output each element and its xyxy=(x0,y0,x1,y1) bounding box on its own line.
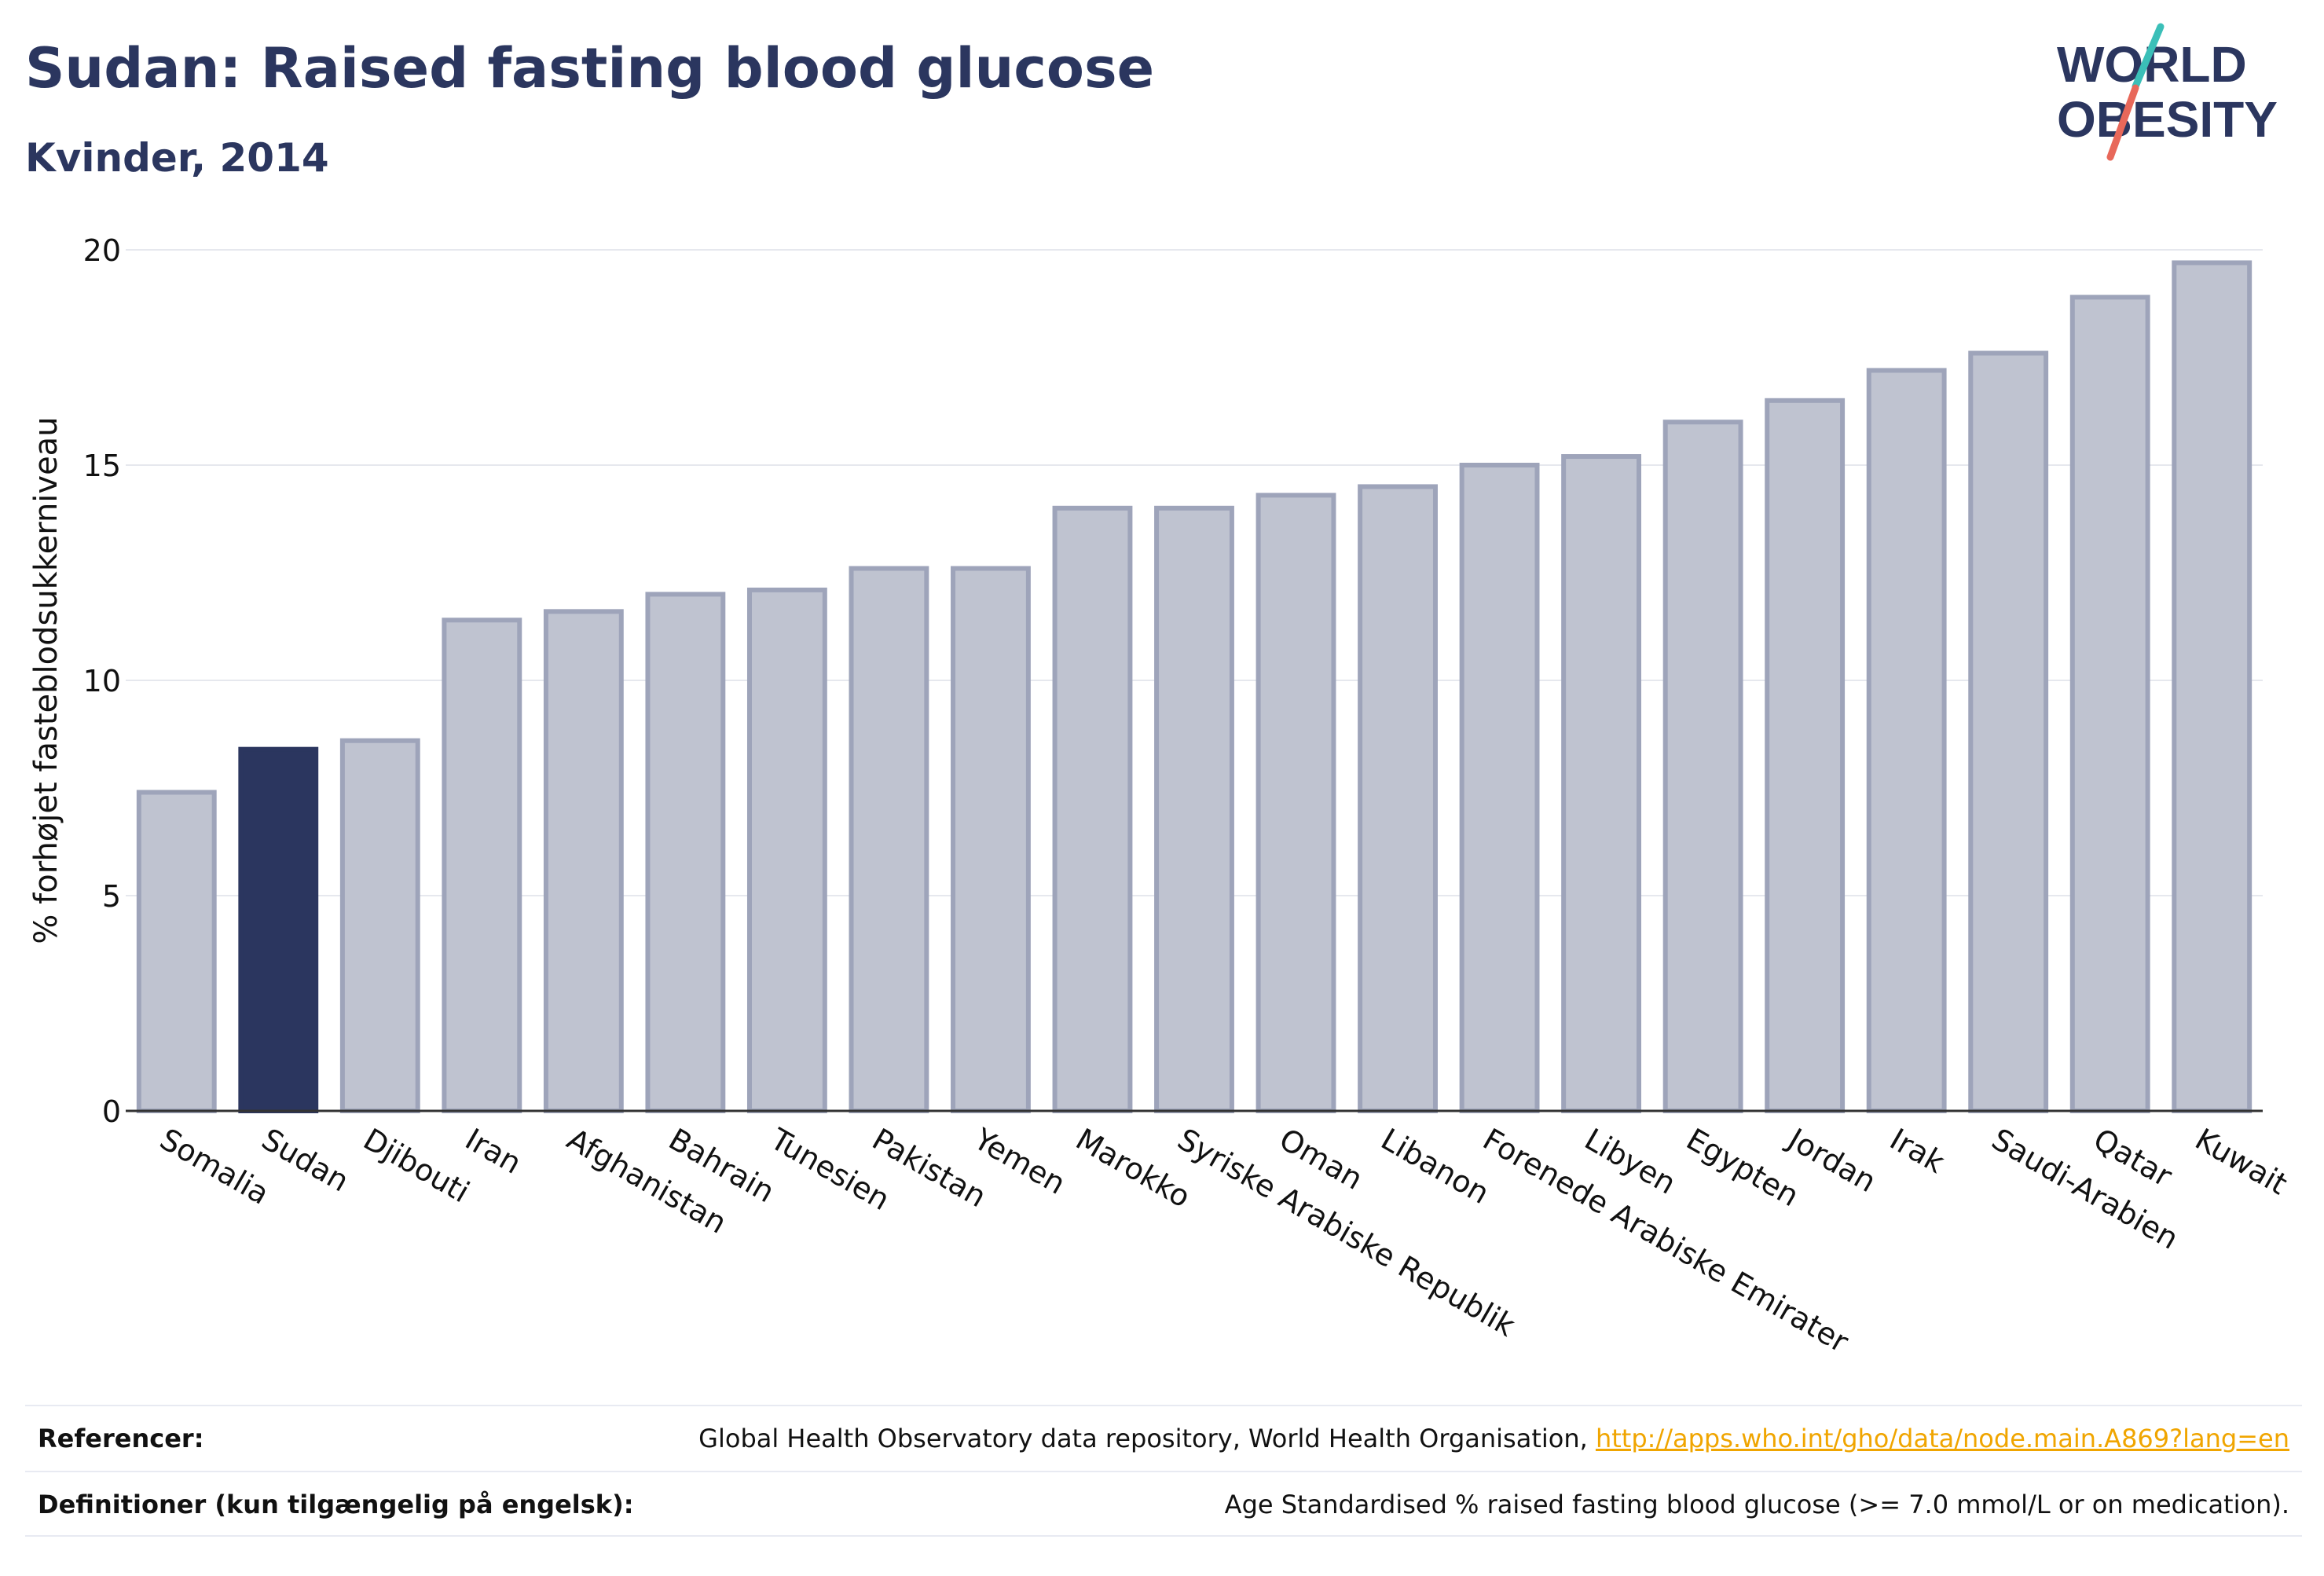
references-row: Referencer: Global Health Observatory da… xyxy=(25,1405,2302,1471)
world-obesity-logo: WORLD OBESITY xyxy=(2057,23,2278,161)
footer-bottom-rule xyxy=(25,1535,2302,1537)
definitions-label: Definitioner (kun tilgængelig på engelsk… xyxy=(38,1490,634,1519)
y-tick-labels: 0 5 10 15 20 xyxy=(83,233,121,1129)
bar-syriske-arabiske-republik[interactable] xyxy=(1154,505,1234,1113)
bar-libyen[interactable] xyxy=(1561,454,1642,1113)
x-tick-label: Libanon xyxy=(1376,1122,1495,1211)
logo-slash-top xyxy=(2132,23,2165,90)
bar-iran[interactable] xyxy=(442,618,522,1113)
bar-djibouti[interactable] xyxy=(339,738,420,1113)
bar-bahrain[interactable] xyxy=(645,592,726,1113)
bar-libanon[interactable] xyxy=(1358,484,1438,1113)
references-label: Referencer: xyxy=(38,1424,204,1453)
bar-jordan[interactable] xyxy=(1765,398,1846,1113)
x-tick-label: Iran xyxy=(460,1122,527,1181)
bar-egypten[interactable] xyxy=(1662,420,1743,1113)
bar-tunesien[interactable] xyxy=(746,587,827,1113)
bars xyxy=(136,260,2253,1114)
logo-line2: OBESITY xyxy=(2057,91,2278,148)
bar-marokko[interactable] xyxy=(1052,505,1133,1113)
references-text: Global Health Observatory data repositor… xyxy=(698,1424,1596,1453)
bar-somalia[interactable] xyxy=(136,790,217,1113)
bar-sudan[interactable] xyxy=(238,746,319,1113)
bar-oman[interactable] xyxy=(1255,493,1336,1113)
x-tick-label: Kuwait xyxy=(2190,1122,2293,1202)
bar-forenede-arabiske-emirater[interactable] xyxy=(1459,463,1540,1113)
chart-title: Sudan: Raised fasting blood glucose xyxy=(25,36,1155,101)
definitions-row: Definitioner (kun tilgængelig på engelsk… xyxy=(25,1471,2302,1537)
y-tick-label: 5 xyxy=(102,879,121,914)
bar-pakistan[interactable] xyxy=(849,566,929,1113)
bar-irak[interactable] xyxy=(1866,368,1947,1113)
x-tick-label: Djibouti xyxy=(357,1122,475,1210)
x-tick-label: Irak xyxy=(1884,1122,1950,1180)
bar-qatar[interactable] xyxy=(2069,295,2150,1113)
bar-kuwait[interactable] xyxy=(2172,260,2253,1114)
y-axis-label: % forhøjet fasteblodsukkerniveau xyxy=(28,416,64,944)
bar-afghanistan[interactable] xyxy=(543,609,624,1113)
y-tick-label: 10 xyxy=(83,664,121,698)
x-tick-label: Egypten xyxy=(1681,1122,1805,1214)
references-value: Global Health Observatory data repositor… xyxy=(698,1424,2289,1453)
definitions-value: Age Standardised % raised fasting blood … xyxy=(1224,1490,2289,1519)
logo-slash-bottom xyxy=(2106,84,2139,161)
y-tick-label: 20 xyxy=(83,233,121,268)
bar-saudi-arabien[interactable] xyxy=(1968,350,2049,1113)
x-tick-label: Somalia xyxy=(154,1122,275,1211)
y-tick-label: 0 xyxy=(102,1094,121,1129)
y-tick-label: 15 xyxy=(83,449,121,483)
bar-yemen[interactable] xyxy=(951,566,1031,1113)
chart-subtitle: Kvinder, 2014 xyxy=(25,135,329,181)
x-tick-label: Marokko xyxy=(1070,1122,1197,1215)
references-link[interactable]: http://apps.who.int/gho/data/node.main.A… xyxy=(1595,1424,2289,1453)
